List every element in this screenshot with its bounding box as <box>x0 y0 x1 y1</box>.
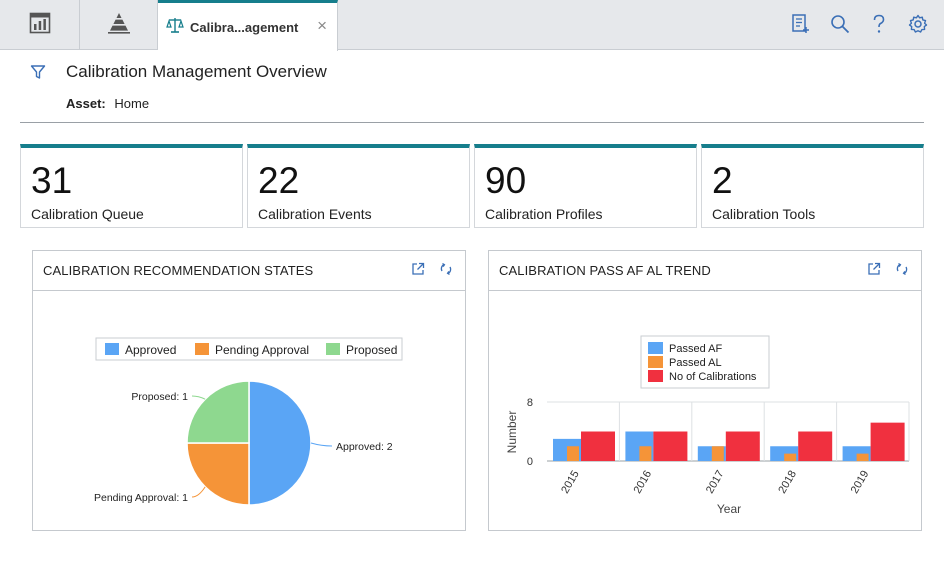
widget-title: CALIBRATION RECOMMENDATION STATES <box>43 263 314 278</box>
asset-label: Asset: <box>66 96 106 111</box>
kpi-calibration-tools[interactable]: 2 Calibration Tools <box>701 144 924 228</box>
x-tick-label: 2017 <box>704 469 727 496</box>
widget-header: CALIBRATION RECOMMENDATION STATES <box>33 251 465 291</box>
bar-passed-al <box>567 446 579 461</box>
y-tick-label: 0 <box>527 456 533 468</box>
widget-title: CALIBRATION PASS AF AL TREND <box>499 263 711 278</box>
widget-recommendation-states: CALIBRATION RECOMMENDATION STATES Approv… <box>32 250 466 531</box>
settings-icon[interactable] <box>907 13 928 34</box>
data-label-connector <box>191 395 206 400</box>
tab-calibration-management[interactable]: Calibra...agement × <box>158 0 338 51</box>
kpi-value: 2 <box>712 160 733 201</box>
scale-icon <box>166 16 184 39</box>
pie-chart: Approved Pending Approval Proposed Approved… <box>94 337 403 506</box>
close-tab-icon[interactable]: × <box>317 16 327 35</box>
bar-passed-al <box>639 446 652 461</box>
legend-swatch <box>648 342 663 354</box>
tab-dashboard[interactable] <box>0 0 80 50</box>
kpi-caption: Calibration Tools <box>712 206 816 222</box>
pie-data-label: Approved: 2 <box>336 441 393 453</box>
tab-label: Calibra...agement <box>190 19 299 35</box>
y-axis-label: Number <box>505 411 519 454</box>
asset-row: Asset: Home <box>66 96 149 111</box>
legend-label: Passed AL <box>669 357 722 369</box>
pie-slice <box>248 380 312 506</box>
kpi-calibration-profiles[interactable]: 90 Calibration Profiles <box>474 144 697 228</box>
widget-actions <box>867 262 909 281</box>
page-title: Calibration Management Overview <box>66 62 327 81</box>
pie-legend-box <box>95 337 403 361</box>
bar-no-of-calibrations <box>870 422 905 461</box>
kpi-caption: Calibration Events <box>258 206 372 222</box>
x-tick-label: 2018 <box>776 469 799 496</box>
bar-passed-al <box>784 453 797 461</box>
bar-passed-al <box>856 453 869 461</box>
pie-data-label: Proposed: 1 <box>131 391 188 403</box>
legend-label: Passed AF <box>669 343 722 355</box>
refresh-icon[interactable] <box>439 262 453 281</box>
legend-label: Proposed <box>346 343 397 357</box>
bar-chart: Passed AF Passed AL No of Calibrations 0 8 Nu… <box>505 335 910 516</box>
data-label-connector <box>191 486 206 498</box>
search-icon[interactable] <box>829 13 850 34</box>
bar-no-of-calibrations <box>581 431 615 461</box>
kpi-calibration-events[interactable]: 22 Calibration Events <box>247 144 470 228</box>
help-icon[interactable] <box>868 13 889 34</box>
x-axis-label: Year <box>717 502 741 516</box>
pyramid-icon <box>107 12 131 39</box>
legend-label: No of Calibrations <box>669 371 757 383</box>
kpi-value: 90 <box>485 160 527 201</box>
legend-swatch <box>648 356 663 368</box>
kpi-value: 31 <box>31 160 73 201</box>
filter-icon[interactable] <box>30 64 46 85</box>
toolbar <box>790 13 928 34</box>
x-tick-label: 2016 <box>632 469 655 496</box>
pie-slice <box>186 442 250 506</box>
checklist-icon[interactable] <box>790 13 811 34</box>
x-tick-label: 2015 <box>559 469 582 496</box>
open-external-icon[interactable] <box>867 262 881 281</box>
legend-label: Approved <box>125 343 176 357</box>
bar-no-of-calibrations <box>798 431 833 461</box>
asset-value[interactable]: Home <box>114 96 150 111</box>
kpi-value: 22 <box>258 160 300 201</box>
top-tab-bar: Calibra...agement × <box>0 0 944 51</box>
y-tick-label: 8 <box>527 397 533 409</box>
data-label-connector <box>310 442 333 447</box>
refresh-icon[interactable] <box>895 262 909 281</box>
kpi-caption: Calibration Profiles <box>485 206 603 222</box>
widget-header: CALIBRATION PASS AF AL TREND <box>489 251 921 291</box>
bar-passed-al <box>711 446 724 461</box>
kpi-caption: Calibration Queue <box>31 206 144 222</box>
legend-swatch <box>648 370 663 382</box>
legend-swatch <box>195 343 209 355</box>
pie-data-label: Pending Approval: 1 <box>94 492 188 504</box>
kpi-calibration-queue[interactable]: 31 Calibration Queue <box>20 144 243 228</box>
tab-pyramid[interactable] <box>80 0 158 50</box>
widget-actions <box>411 262 453 281</box>
dashboard-icon <box>29 12 51 39</box>
bar-no-of-calibrations <box>653 431 688 461</box>
open-external-icon[interactable] <box>411 262 425 281</box>
widget-pass-trend: CALIBRATION PASS AF AL TREND Passed AF Pa… <box>488 250 922 531</box>
pie-slice <box>186 380 250 444</box>
legend-swatch <box>105 343 119 355</box>
divider <box>20 122 924 123</box>
bar-no-of-calibrations <box>725 431 760 461</box>
x-tick-label: 2019 <box>849 469 872 496</box>
legend-swatch <box>326 343 340 355</box>
legend-label: Pending Approval <box>215 343 309 357</box>
